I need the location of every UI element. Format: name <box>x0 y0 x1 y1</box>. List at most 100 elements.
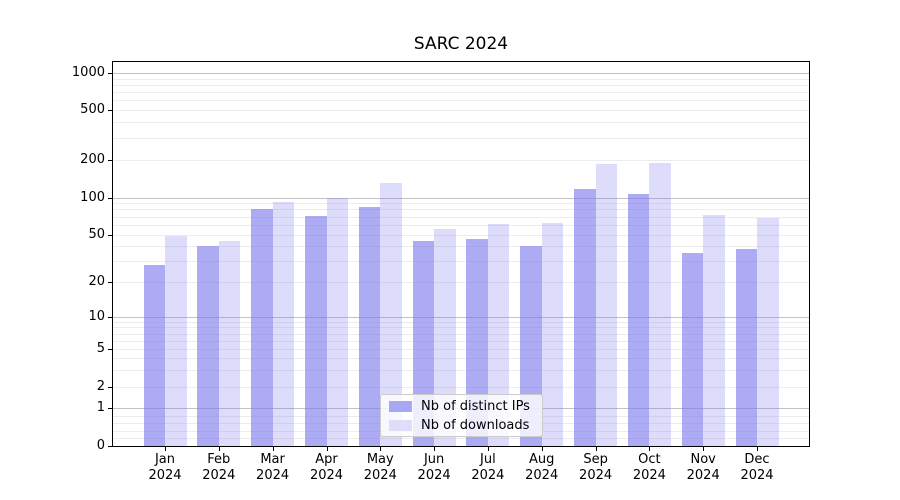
gridline-minor <box>113 137 809 139</box>
x-tick-label-line: Dec <box>744 452 770 467</box>
x-tick-label-jan: Jan 2024 <box>133 452 197 484</box>
x-tick-mark <box>380 447 382 451</box>
y-tick-label-2: 2 <box>96 379 105 394</box>
x-tick-label-line: 2024 <box>256 468 290 483</box>
x-tick-label-line: May <box>366 452 394 467</box>
y-tick-mark <box>108 317 112 318</box>
y-tick-label-500: 500 <box>80 102 105 117</box>
x-tick-label-line: Aug <box>528 452 555 467</box>
y-tick-mark <box>108 73 112 74</box>
legend-label-downloads: Nb of downloads <box>421 417 530 433</box>
gridline-minor <box>113 78 809 80</box>
y-tick-mark <box>108 387 112 388</box>
gridline-minor <box>113 224 809 226</box>
bar-mar-downloads <box>272 202 295 446</box>
x-tick-label-line: 2024 <box>363 468 397 483</box>
gridline-minor <box>113 438 809 439</box>
gridline-minor <box>113 110 809 111</box>
x-tick-label-jul: Jul 2024 <box>456 452 520 484</box>
bar-nov-ips <box>681 253 704 446</box>
y-tick-label-50: 50 <box>88 226 105 242</box>
bar-oct-downloads <box>649 162 671 446</box>
gridline-minor <box>113 246 809 248</box>
y-tick-mark <box>108 234 112 236</box>
x-tick-label-apr: Apr 2024 <box>295 452 359 484</box>
x-tick-label-line: 2024 <box>740 468 774 483</box>
x-tick-label-line: Mar <box>260 452 285 467</box>
y-tick-label-5: 5 <box>96 341 105 356</box>
gridline-minor <box>113 333 809 335</box>
bar-jan-downloads <box>165 235 187 446</box>
bar-aug-downloads <box>541 223 564 446</box>
x-tick-label-oct: Oct 2024 <box>617 452 681 484</box>
bar-nov-downloads <box>703 215 725 446</box>
gridline-minor <box>113 261 809 262</box>
legend-swatch-downloads <box>389 419 412 431</box>
x-tick-label-line: Sep <box>583 452 608 467</box>
bar-apr-downloads <box>326 197 348 446</box>
x-tick-mark <box>487 447 489 451</box>
gridline-minor <box>113 203 809 205</box>
x-tick-label-line: Feb <box>207 452 231 467</box>
chart-title: SARC 2024 <box>413 34 509 54</box>
x-tick-label-dec: Dec 2024 <box>725 452 789 484</box>
x-tick-label-feb: Feb 2024 <box>187 452 251 484</box>
x-tick-label-line: 2024 <box>417 468 451 483</box>
x-tick-label-mar: Mar 2024 <box>241 452 305 484</box>
y-tick-label-0: 0 <box>96 437 105 453</box>
x-tick-mark <box>434 447 436 451</box>
bar-feb-ips <box>197 246 219 446</box>
bar-mar-ips <box>251 209 273 446</box>
y-tick-mark <box>108 110 112 111</box>
legend-item-downloads: Nb of downloads <box>389 418 534 433</box>
x-tick-mark <box>649 447 651 451</box>
y-tick-label-10: 10 <box>88 309 105 324</box>
bar-dec-ips <box>735 248 757 446</box>
bar-feb-downloads <box>218 241 241 446</box>
legend: Nb of distinct IPs Nb of downloads <box>380 394 543 437</box>
y-tick-mark <box>108 282 112 283</box>
x-tick-label-line: 2024 <box>202 468 236 483</box>
x-tick-label-line: Apr <box>315 452 338 467</box>
x-tick-label-sep: Sep 2024 <box>564 452 628 484</box>
x-tick-label-may: May 2024 <box>348 452 412 484</box>
bar-jul-downloads <box>487 223 510 446</box>
x-tick-label-line: Oct <box>638 452 661 467</box>
gridline-minor <box>113 327 809 329</box>
gridline-minor <box>113 122 809 124</box>
legend-item-distinct-ips: Nb of distinct IPs <box>389 399 534 414</box>
bar-may-downloads <box>380 182 402 446</box>
x-tick-mark <box>218 447 220 451</box>
gridline-minor <box>113 282 809 283</box>
gridline-minor <box>113 234 809 236</box>
y-tick-mark <box>108 160 112 161</box>
x-tick-mark <box>326 447 328 451</box>
y-tick-mark <box>108 349 112 350</box>
gridline-minor <box>113 340 809 342</box>
x-tick-label-line: 2024 <box>471 468 505 483</box>
x-tick-label-line: 2024 <box>579 468 613 483</box>
bar-sep-downloads <box>595 163 618 446</box>
x-tick-mark <box>541 447 543 451</box>
gridline-minor <box>113 100 809 102</box>
y-tick-label-200: 200 <box>80 152 105 167</box>
bar-sep-ips <box>574 189 596 446</box>
x-tick-label-line: 2024 <box>525 468 559 483</box>
bar-jan-ips <box>143 264 165 446</box>
legend-swatch-distinct-ips <box>389 400 412 412</box>
x-tick-label-line: Jun <box>423 452 445 467</box>
y-tick-mark <box>108 408 112 409</box>
bar-oct-ips <box>627 193 650 446</box>
bar-may-ips <box>358 207 381 446</box>
y-tick-label-1: 1 <box>96 400 105 415</box>
x-tick-mark <box>757 447 758 451</box>
x-tick-label-jun: Jun 2024 <box>402 452 466 484</box>
x-tick-label-line: 2024 <box>148 468 182 483</box>
gridline-major <box>113 73 809 74</box>
gridline-minor <box>113 387 809 388</box>
bar-dec-downloads <box>757 218 779 446</box>
y-tick-label-20: 20 <box>88 274 105 289</box>
y-tick-mark <box>108 197 112 199</box>
y-tick-label-1000: 1000 <box>71 65 105 80</box>
